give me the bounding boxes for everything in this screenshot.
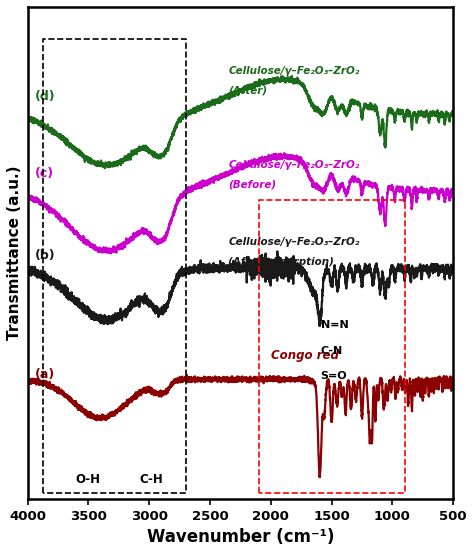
Y-axis label: Transmittance (a.u.): Transmittance (a.u.) xyxy=(7,166,22,340)
Text: (a): (a) xyxy=(35,368,55,382)
Text: (After): (After) xyxy=(228,85,267,96)
Text: S=O: S=O xyxy=(320,371,347,381)
Text: (b): (b) xyxy=(35,249,55,262)
Text: Cellulose/γ–Fe₂O₃–ZrO₂: Cellulose/γ–Fe₂O₃–ZrO₂ xyxy=(228,66,360,76)
Text: (c): (c) xyxy=(35,168,54,180)
X-axis label: Wavenumber (cm⁻¹): Wavenumber (cm⁻¹) xyxy=(146,528,334,546)
Text: Congo red: Congo red xyxy=(271,349,338,362)
Text: (Before): (Before) xyxy=(228,180,276,190)
Text: (After absorption): (After absorption) xyxy=(228,257,334,267)
Text: Cellulose/γ–Fe₂O₃–ZrO₂: Cellulose/γ–Fe₂O₃–ZrO₂ xyxy=(228,237,360,247)
Text: (d): (d) xyxy=(35,90,55,103)
Text: C-N: C-N xyxy=(320,346,343,356)
Text: Cellulose/γ–Fe₂O₃–ZrO₂: Cellulose/γ–Fe₂O₃–ZrO₂ xyxy=(228,160,360,170)
Text: C-H: C-H xyxy=(140,473,164,486)
Text: N=N: N=N xyxy=(320,320,348,330)
Text: O-H: O-H xyxy=(76,473,101,486)
